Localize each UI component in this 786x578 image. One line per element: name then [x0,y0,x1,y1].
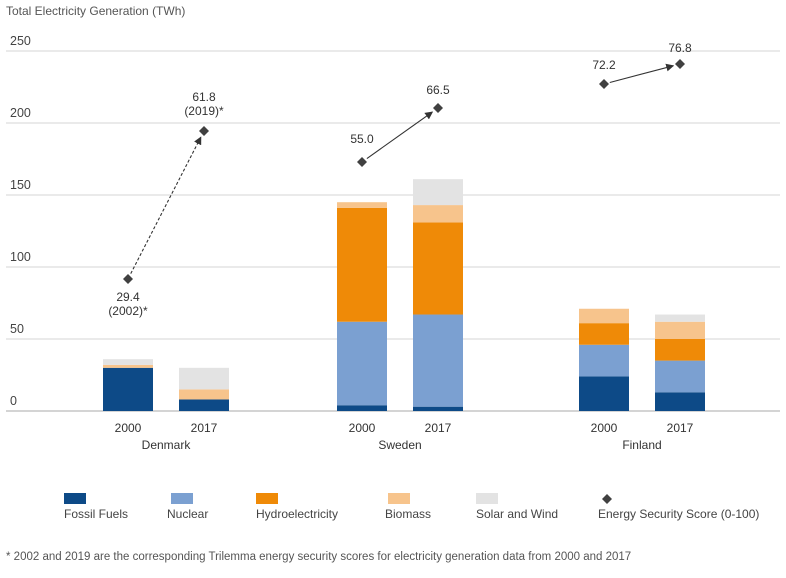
bar-segment-finland-2017-nuclear [655,360,705,393]
y-axis-title: Total Electricity Generation (TWh) [6,4,186,18]
legend-label: Solar and Wind [476,507,558,521]
bar-segment-finland-2000-nuclear [579,344,629,377]
footnote: * 2002 and 2019 are the corresponding Tr… [6,551,632,563]
bar-segment-denmark-2000-solar-and-wind [103,359,153,365]
score-label: 29.4 (2002)* [108,290,148,318]
y-tick-label: 0 [10,394,17,408]
bar-segment-denmark-2000-biomass [103,364,153,368]
legend-label: Nuclear [167,507,208,521]
bar-segment-sweden-2017-biomass [413,205,463,223]
y-tick-label: 100 [10,250,31,264]
bar-segment-sweden-2000-fossil-fuels [337,405,387,411]
legend-label: Fossil Fuels [64,507,128,521]
score-arrow-finland [609,63,675,84]
bar-segment-finland-2017-fossil-fuels [655,392,705,411]
legend: Fossil Fuels Nuclear Hydroelectricity Bioma… [64,493,759,521]
bar-segment-denmark-2017-biomass [179,389,229,400]
score-marker-sweden-2000 [357,157,367,167]
score-marker-denmark-2000 [123,274,133,284]
bar-segment-finland-2000-fossil-fuels [579,376,629,411]
score-label: 76.8 [668,41,692,55]
score-label: 72.2 [592,58,616,72]
legend-swatch-biomass [388,493,410,504]
bar-segment-denmark-2000-fossil-fuels [103,367,153,411]
score-marker-finland-2017 [675,59,685,69]
bar-segment-finland-2000-biomass [579,308,629,324]
bars [103,179,705,411]
legend-label: Biomass [385,507,431,521]
x-group-label-denmark: Denmark [142,438,192,452]
bar-segment-sweden-2017-solar-and-wind [413,179,463,206]
bar-segment-finland-2000-hydroelectricity [579,323,629,345]
legend-marker-energy-security-score [602,494,612,504]
x-group-label-finland: Finland [622,438,661,452]
score-marker-sweden-2017 [433,103,443,113]
bar-segment-finland-2017-solar-and-wind [655,314,705,322]
bar-segment-finland-2017-biomass [655,321,705,339]
score-arrow-sweden [366,111,434,159]
bar-segment-sweden-2000-hydroelectricity [337,207,387,322]
score-marker-denmark-2017 [199,126,209,136]
y-tick-label: 200 [10,106,31,120]
legend-label: Hydroelectricity [256,507,338,521]
bar-segment-sweden-2017-nuclear [413,314,463,407]
score-arrow-denmark [130,136,202,274]
y-tick-label: 150 [10,178,31,192]
bar-segment-finland-2017-hydroelectricity [655,339,705,361]
gridlines: 0 50 100 150 200 250 [6,34,780,412]
score-label: 66.5 [426,83,450,97]
bar-segment-denmark-2017-solar-and-wind [179,367,229,390]
x-tick-label-year: 2000 [349,421,376,435]
score-label: 61.8 (2019)* [184,90,224,118]
y-tick-label: 250 [10,34,31,48]
y-tick-label: 50 [10,322,24,336]
score-label: 55.0 [350,132,374,146]
legend-label: Energy Security Score (0-100) [598,507,759,521]
score-marker-finland-2000 [599,79,609,89]
x-tick-label-year: 2000 [591,421,618,435]
bar-segment-denmark-2017-fossil-fuels [179,399,229,411]
energy-security-scores: 29.4 (2002)* 61.8 (2019)* 55.0 66.5 72.2 76.8 [108,41,692,504]
legend-swatch-solar-and-wind [476,493,498,504]
x-tick-label-year: 2017 [425,421,452,435]
x-tick-label-year: 2017 [667,421,694,435]
x-tick-label-year: 2017 [191,421,218,435]
legend-swatch-hydroelectricity [256,493,278,504]
bar-segment-sweden-2000-nuclear [337,321,387,406]
bar-segment-sweden-2000-biomass [337,202,387,208]
legend-swatch-fossil-fuels [64,493,86,504]
x-group-label-sweden: Sweden [378,438,421,452]
x-tick-label-year: 2000 [115,421,142,435]
bar-segment-sweden-2017-fossil-fuels [413,406,463,411]
bar-segment-sweden-2017-hydroelectricity [413,222,463,315]
legend-swatch-nuclear [171,493,193,504]
